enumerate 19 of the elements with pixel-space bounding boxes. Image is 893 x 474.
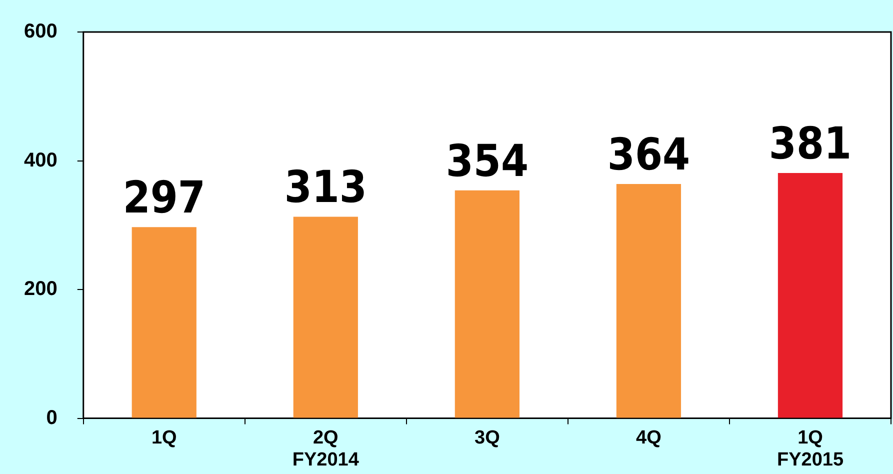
x-tick-label: 3Q [474, 427, 500, 448]
y-tick-label: 600 [24, 20, 58, 43]
x-tick-label: 1Q [151, 427, 177, 448]
y-tick-label: 200 [24, 278, 58, 300]
data-label: 364 [607, 129, 690, 180]
bar [293, 216, 358, 418]
data-label: 381 [768, 118, 852, 170]
y-tick-label: 400 [24, 149, 58, 172]
bar [132, 227, 196, 418]
bar [778, 173, 843, 418]
x-tick-label: 2Q FY2014 [292, 427, 360, 470]
bar [454, 190, 520, 418]
x-tick-label: 1Q FY2015 [776, 427, 844, 470]
data-label: 313 [284, 162, 367, 214]
data-label: 354 [446, 136, 529, 187]
bar [616, 184, 682, 418]
x-tick-label: 4Q [636, 427, 662, 448]
data-label: 297 [122, 172, 206, 224]
y-tick-label: 0 [46, 406, 58, 429]
